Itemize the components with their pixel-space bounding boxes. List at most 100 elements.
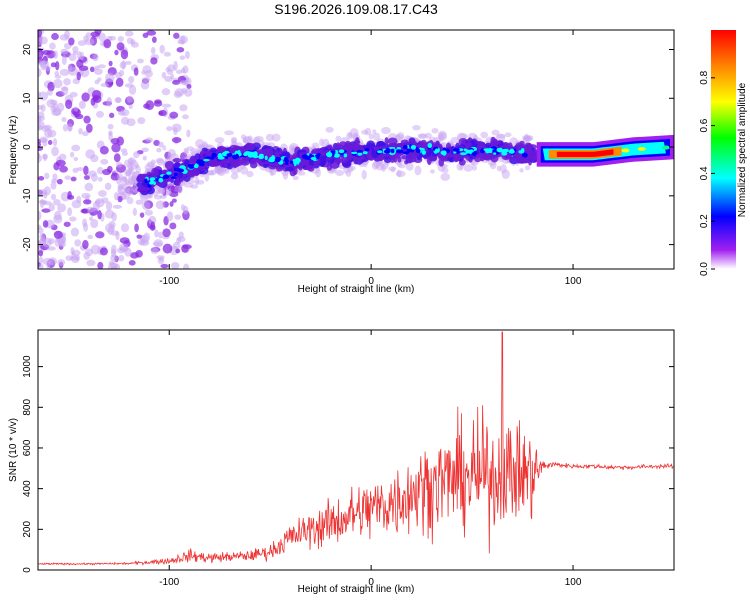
spectrogram-blob <box>56 178 63 185</box>
y-tick-label: -10 <box>22 188 33 203</box>
spectrogram-blob <box>109 35 116 41</box>
spectrogram-blob <box>133 151 140 159</box>
spectrogram-blob <box>83 175 91 180</box>
spectrogram-blob <box>112 204 123 209</box>
spectrogram-blob <box>49 42 56 50</box>
spectrogram-blob <box>152 181 156 186</box>
spectrogram-blob <box>516 154 522 163</box>
x-tick-label: 0 <box>368 276 374 287</box>
spectrogram-blob <box>480 131 489 139</box>
spectrogram-blob <box>57 203 67 213</box>
spectrogram-blob <box>120 49 129 60</box>
spectrogram-blob <box>149 181 153 185</box>
spectrogram-blob <box>196 179 205 185</box>
spectrogram-blob <box>161 103 172 108</box>
spectrogram-blob <box>450 136 460 144</box>
spectrogram-blob <box>307 165 315 172</box>
spectrogram-blob <box>58 153 67 161</box>
spectrogram-blob <box>124 30 134 37</box>
spectrogram-blob <box>463 164 473 172</box>
spectrogram-blob <box>91 89 102 100</box>
spectrogram-blob <box>134 223 139 233</box>
spectrogram-blob <box>230 172 239 180</box>
spectrogram-blob <box>98 176 103 182</box>
spectrogram-blob <box>57 259 66 266</box>
snr-series-line <box>38 331 674 566</box>
spectrogram-blob <box>86 259 96 267</box>
spectrogram-blob <box>395 170 406 178</box>
spectrogram-blob <box>492 149 496 154</box>
spectrogram-blob <box>85 123 93 133</box>
x-tick-label: -100 <box>159 577 179 588</box>
spectrogram-blob <box>138 174 147 182</box>
spectrogram-blob <box>42 153 48 162</box>
spectrogram-blob <box>73 156 79 162</box>
spectrogram-blob <box>497 149 504 153</box>
spectrogram-blob <box>361 170 367 180</box>
spectrogram-blob <box>351 151 358 155</box>
spectrogram-blob <box>424 132 432 139</box>
spectrogram-blob <box>440 150 447 156</box>
snr-y-axis-label: SNR (10 * v/v) <box>8 418 19 482</box>
spectrogram-blob <box>264 155 268 160</box>
spectrogram-blob <box>468 149 474 153</box>
spectrogram-blob <box>101 197 109 204</box>
spectrogram-blob <box>438 133 444 142</box>
spectrogram-blob <box>325 126 334 133</box>
spectrogram-blob <box>165 175 169 180</box>
spectrogram-blob <box>151 36 157 43</box>
spectrogram-blob <box>334 149 339 155</box>
spectrogram-blob <box>113 153 121 163</box>
x-tick-label: 100 <box>565 276 582 287</box>
spectrogram-blob <box>128 104 133 110</box>
spectrogram-blobs <box>38 30 674 269</box>
spectrogram-blob <box>414 165 422 176</box>
spectrogram-blob <box>203 158 210 162</box>
spectrogram-blob <box>114 49 119 56</box>
spectrogram-blob <box>64 30 70 40</box>
spectrogram-blob <box>351 143 362 151</box>
spectrogram-blob <box>317 153 321 157</box>
spectrogram-blob <box>121 151 128 156</box>
spectrogram-blob <box>115 72 122 79</box>
spectrogram-blob <box>84 182 94 192</box>
spectrogram-blob <box>421 150 427 155</box>
spectrogram-blob <box>226 153 233 157</box>
spectrogram-blob <box>38 30 43 38</box>
spectrogram-blob <box>143 103 151 109</box>
spectrogram-blob <box>493 152 497 155</box>
spectrogram-blob <box>89 216 94 221</box>
colorbar-tick-label: 0.4 <box>699 166 710 180</box>
spectrogram-blob <box>65 99 73 110</box>
spectrogram-blob <box>116 136 124 146</box>
spectrogram-blob <box>39 60 49 69</box>
spectrogram-blob <box>39 36 48 45</box>
spectrogram-blob <box>491 129 500 136</box>
spectrogram-blob <box>524 165 531 171</box>
spectrogram-blob <box>170 176 177 180</box>
spectrogram-blob <box>372 129 377 135</box>
spectrogram-blob <box>113 192 119 201</box>
spectrogram-blob <box>131 186 138 192</box>
spectrogram-blob <box>174 214 182 220</box>
spectrogram-blob <box>501 150 507 155</box>
spectrogram-blob <box>357 152 363 156</box>
spectrogram-blob <box>387 137 398 145</box>
spectrogram-blob <box>164 75 173 82</box>
spectrogram-blob <box>90 244 101 255</box>
spectrogram-blob <box>82 239 89 250</box>
spectrogram-blob <box>271 133 281 142</box>
spectrogram-blob <box>269 171 274 176</box>
spectrogram-blob <box>116 42 125 51</box>
spectrogram-blob <box>107 226 115 236</box>
snr-x-axis-label: Height of straight line (km) <box>298 584 415 595</box>
spectrogram-blob <box>38 249 44 257</box>
spectrogram-blob <box>292 175 299 181</box>
spectrogram-blob <box>400 139 409 145</box>
spectrogram-blob <box>434 148 439 153</box>
colorbar-tick-label: 0.2 <box>699 214 710 228</box>
spectrogram-blob <box>139 212 145 218</box>
spectrogram-blob <box>458 133 468 140</box>
spectrogram-blob <box>338 149 345 154</box>
spectrogram-blob <box>158 109 167 117</box>
